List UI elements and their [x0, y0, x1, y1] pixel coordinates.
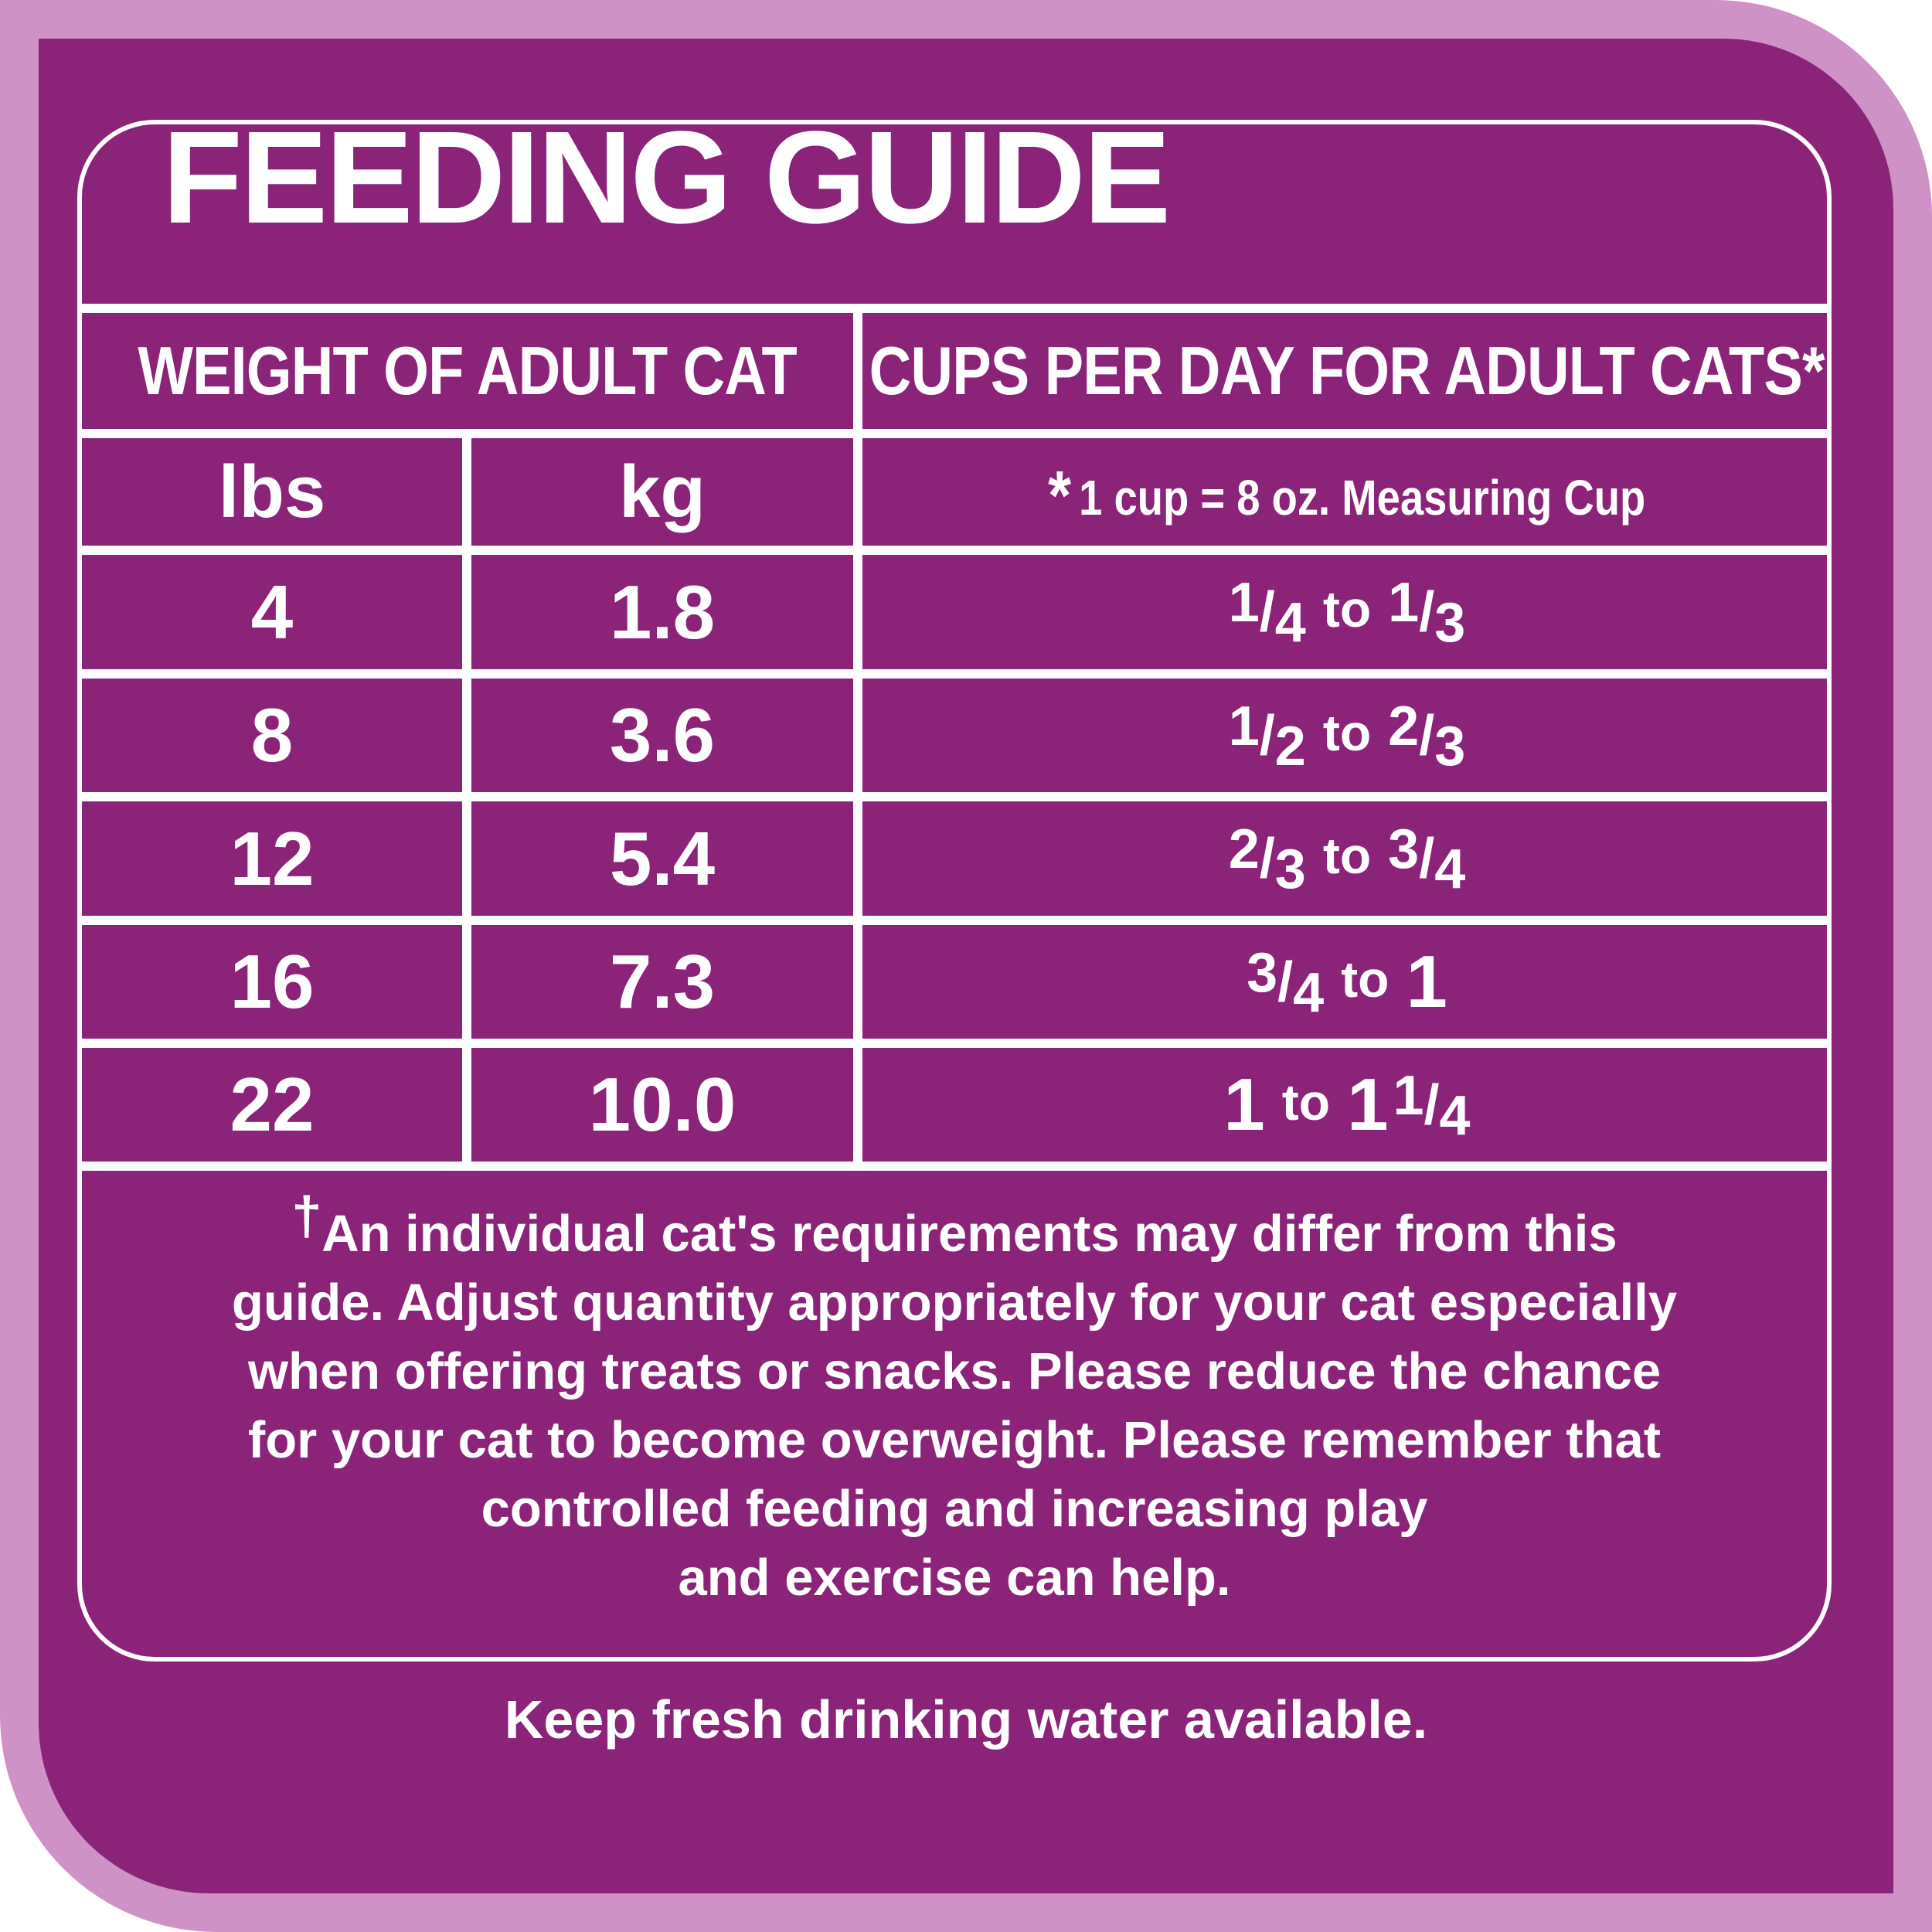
divider [462, 429, 471, 1171]
divider [82, 1039, 1827, 1048]
row-kg: 7.3 [609, 939, 716, 1024]
divider [82, 792, 1827, 801]
cup-measure-note: * 1 cup = 8 oz. Measuring Cup [1048, 457, 1646, 535]
dagger-mark: † [291, 1185, 322, 1246]
divider [82, 669, 1827, 679]
water-note: Keep fresh drinking water available. [504, 1689, 1428, 1750]
page-title: FEEDING GUIDE [162, 104, 1171, 251]
row-kg: 1.8 [609, 569, 716, 655]
row-lbs: 12 [230, 815, 315, 901]
cups-header: CUPS PER DAY FOR ADULT CATS* [869, 332, 1825, 409]
divider [82, 916, 1827, 925]
row-lbs: 16 [230, 939, 315, 1024]
lbs-header: lbs [218, 450, 326, 533]
divider [82, 429, 1827, 438]
asterisk-mark: * [1048, 457, 1072, 535]
feeding-table-card: WEIGHT OF ADULT CAT CUPS PER DAY FOR ADU… [77, 120, 1832, 1662]
row-kg: 3.6 [609, 692, 716, 777]
divider [82, 304, 1827, 313]
row-cups: 3/4 to 1 [1247, 940, 1447, 1024]
footnote: †An individual cat's requirements may di… [231, 1185, 1678, 1607]
row-lbs: 8 [250, 692, 294, 777]
row-cups: 2/3 to 3/4 [1228, 818, 1466, 900]
row-cups: 1 to 1 1/4 [1223, 1063, 1471, 1147]
feeding-guide-panel [39, 39, 1893, 1893]
divider [82, 546, 1827, 555]
divider [853, 304, 862, 1171]
kg-header: kg [618, 450, 706, 533]
row-kg: 10.0 [588, 1062, 736, 1147]
row-kg: 5.4 [609, 815, 716, 901]
row-cups: 1/2 to 2/3 [1228, 695, 1466, 777]
row-lbs: 4 [250, 569, 294, 655]
row-lbs: 22 [230, 1062, 315, 1147]
row-cups: 1/4 to 1/3 [1228, 572, 1466, 654]
divider [82, 1162, 1827, 1171]
weight-header: WEIGHT OF ADULT CAT [138, 332, 798, 409]
